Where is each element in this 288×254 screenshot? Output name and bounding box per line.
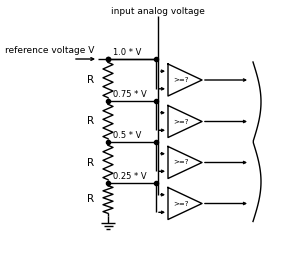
- Text: 1.0 * V: 1.0 * V: [113, 48, 141, 57]
- Text: >=?: >=?: [173, 77, 189, 83]
- Text: >=?: >=?: [173, 200, 189, 207]
- Text: 0.5 * V: 0.5 * V: [113, 131, 141, 140]
- Text: R: R: [87, 157, 94, 167]
- Text: >=?: >=?: [173, 160, 189, 166]
- Text: R: R: [87, 195, 94, 204]
- Text: 0.75 * V: 0.75 * V: [113, 90, 147, 99]
- Text: 0.25 * V: 0.25 * V: [113, 172, 147, 181]
- Text: input analog voltage: input analog voltage: [111, 7, 205, 16]
- Text: R: R: [87, 75, 94, 85]
- Text: >=?: >=?: [173, 119, 189, 124]
- Text: R: R: [87, 117, 94, 126]
- Text: reference voltage V: reference voltage V: [5, 46, 94, 55]
